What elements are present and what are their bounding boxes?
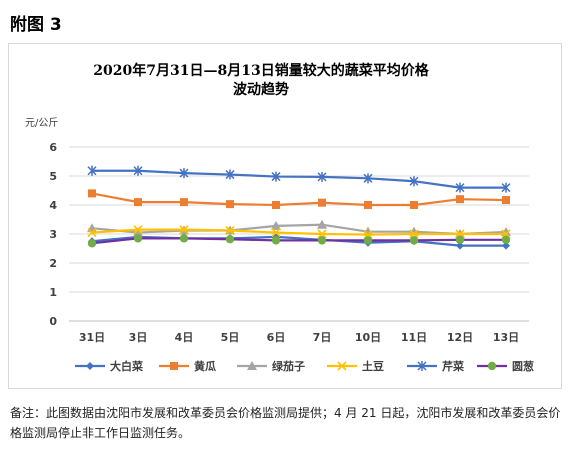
series-line: [91, 228, 506, 236]
legend-marker: [170, 362, 178, 370]
legend-label: 绿茄子: [272, 359, 305, 373]
data-point: [225, 235, 235, 244]
x-tick-labels: 31日 3日 4日 5日 6日 7日 10日 11日 12日 13日: [79, 331, 519, 344]
y-tick-label: 6: [49, 141, 57, 154]
series-line: [91, 192, 507, 207]
y-tick-label: 4: [49, 199, 57, 212]
data-point: [271, 236, 281, 245]
data-point: [180, 198, 188, 207]
line-chart: 2020年7月31日—8月13日销量较大的蔬菜平均价格 波动趋势 元/公斤 0 1…: [25, 62, 534, 373]
data-point: [87, 227, 97, 238]
legend-item: 黄瓜: [159, 359, 216, 373]
y-tick-label: 2: [49, 257, 57, 270]
page-heading: 附图 3: [10, 15, 62, 35]
data-point: [225, 225, 235, 236]
legend-marker: [417, 361, 427, 371]
data-point: [88, 189, 96, 198]
data-point: [364, 201, 372, 209]
data-point: [225, 169, 235, 180]
legend-label: 黄瓜: [194, 359, 216, 373]
series-line: [91, 237, 506, 245]
data-point: [409, 176, 419, 187]
legend-item: 土豆: [327, 359, 384, 373]
data-point: [456, 195, 464, 204]
data-point: [317, 219, 327, 229]
legend: 大白菜 黄瓜 绿茄子 土豆 芹菜 圆葱: [75, 359, 534, 373]
data-point: [179, 234, 189, 243]
legend-item: 绿茄子: [237, 359, 305, 373]
legend-marker: [247, 361, 257, 370]
data-point: [317, 236, 327, 245]
legend-item: 芹菜: [407, 359, 465, 373]
data-point: [134, 198, 142, 207]
data-point: [271, 171, 281, 182]
data-point: [363, 173, 373, 184]
data-point: [455, 182, 465, 193]
chart-title-line-1: 2020年7月31日—8月13日销量较大的蔬菜平均价格: [93, 62, 429, 79]
data-point: [226, 200, 234, 209]
chart-area: 2020年7月31日—8月13日销量较大的蔬菜平均价格 波动趋势 元/公斤 0 1…: [8, 43, 562, 389]
x-tick-label: 10日: [355, 331, 381, 344]
legend-label: 芹菜: [442, 359, 465, 373]
legend-item: 大白菜: [75, 359, 144, 373]
series-6: [87, 234, 511, 248]
legend-label: 大白菜: [110, 359, 144, 373]
data-point: [456, 241, 464, 250]
data-point: [133, 234, 143, 243]
x-tick-label: 3日: [129, 331, 148, 344]
y-axis-label: 元/公斤: [25, 117, 58, 129]
series-line: [91, 223, 507, 236]
data-point: [455, 235, 465, 244]
data-point: [363, 236, 373, 245]
data-point: [501, 235, 511, 244]
data-point: [317, 171, 327, 182]
legend-label: 土豆: [362, 359, 384, 373]
x-tick-label: 6日: [267, 331, 286, 344]
data-point: [271, 227, 281, 238]
legend-item: 圆葱: [477, 359, 534, 373]
data-point: [502, 196, 510, 205]
x-tick-label: 4日: [175, 331, 194, 344]
data-point: [271, 220, 281, 230]
data-point: [409, 236, 419, 245]
series-4: [87, 225, 511, 240]
y-tick-label: 5: [49, 170, 57, 183]
y-tick-label: 3: [49, 228, 57, 241]
y-tick-labels: 0 1 2 3 4 5 6: [49, 141, 57, 328]
chart-title-line-2: 波动趋势: [233, 81, 289, 98]
data-point: [317, 229, 327, 239]
data-point: [87, 165, 97, 176]
data-point: [501, 182, 511, 193]
data-point: [363, 226, 373, 236]
y-tick-label: 0: [49, 315, 57, 328]
x-tick-label: 11日: [401, 331, 427, 344]
data-point: [318, 198, 326, 207]
series-5: [87, 165, 511, 193]
legend-marker: [487, 361, 497, 371]
x-tick-label: 12日: [447, 331, 473, 344]
data-point: [87, 239, 97, 248]
footnote: 备注：此图数据由沈阳市发展和改革委员会价格监测局提供；4 月 21 日起，沈阳市…: [10, 406, 561, 440]
legend-marker: [86, 362, 94, 370]
series-lines: [87, 165, 511, 250]
y-tick-label: 1: [49, 286, 57, 299]
series-2: [88, 189, 510, 209]
data-point: [133, 165, 143, 176]
data-point: [179, 168, 189, 179]
data-point: [272, 201, 280, 209]
data-point: [410, 201, 418, 209]
x-tick-label: 7日: [313, 331, 332, 344]
data-point: [409, 229, 419, 239]
x-tick-label: 13日: [493, 331, 519, 344]
data-point: [179, 225, 189, 235]
series-line: [92, 169, 506, 189]
x-tick-label: 31日: [79, 331, 105, 344]
data-point: [502, 241, 510, 250]
data-point: [133, 225, 143, 235]
legend-label: 圆葱: [512, 359, 534, 373]
x-tick-label: 5日: [221, 331, 240, 344]
legend-marker: [337, 361, 347, 371]
data-point: [133, 227, 143, 237]
